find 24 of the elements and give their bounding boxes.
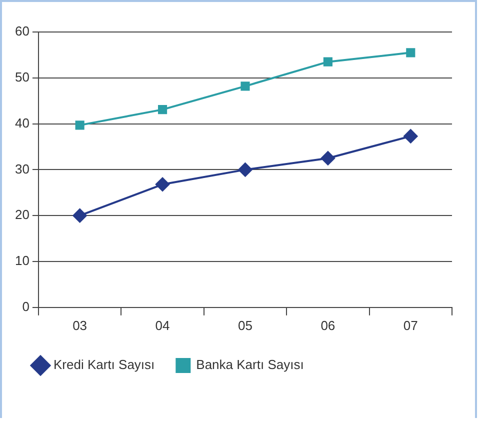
point xyxy=(320,151,335,166)
y-tick-label: 10 xyxy=(14,253,30,268)
point xyxy=(406,48,416,58)
point xyxy=(238,162,252,177)
x-tick-label: 04 xyxy=(155,318,170,333)
x-tick-label: 06 xyxy=(320,318,336,333)
point xyxy=(323,57,332,66)
legend-label: Banka Kartı Sayısı xyxy=(196,357,304,372)
point xyxy=(156,177,170,192)
point xyxy=(158,105,168,114)
point xyxy=(240,82,250,91)
y-tick-label: 40 xyxy=(14,115,30,130)
point xyxy=(72,208,87,223)
y-tick-label: 60 xyxy=(14,24,30,39)
y-tick-label: 50 xyxy=(14,69,30,84)
x-tick-label: 07 xyxy=(403,318,418,333)
y-tick-label: 20 xyxy=(14,207,30,222)
x-tick-label: 05 xyxy=(238,318,252,333)
y-tick-label: 30 xyxy=(14,161,30,176)
y-tick-label: 0 xyxy=(22,298,30,314)
point xyxy=(75,120,84,130)
point xyxy=(404,129,418,144)
legend-label: Kredi Kartı Sayısı xyxy=(54,357,155,372)
x-tick-label: 03 xyxy=(72,318,88,333)
